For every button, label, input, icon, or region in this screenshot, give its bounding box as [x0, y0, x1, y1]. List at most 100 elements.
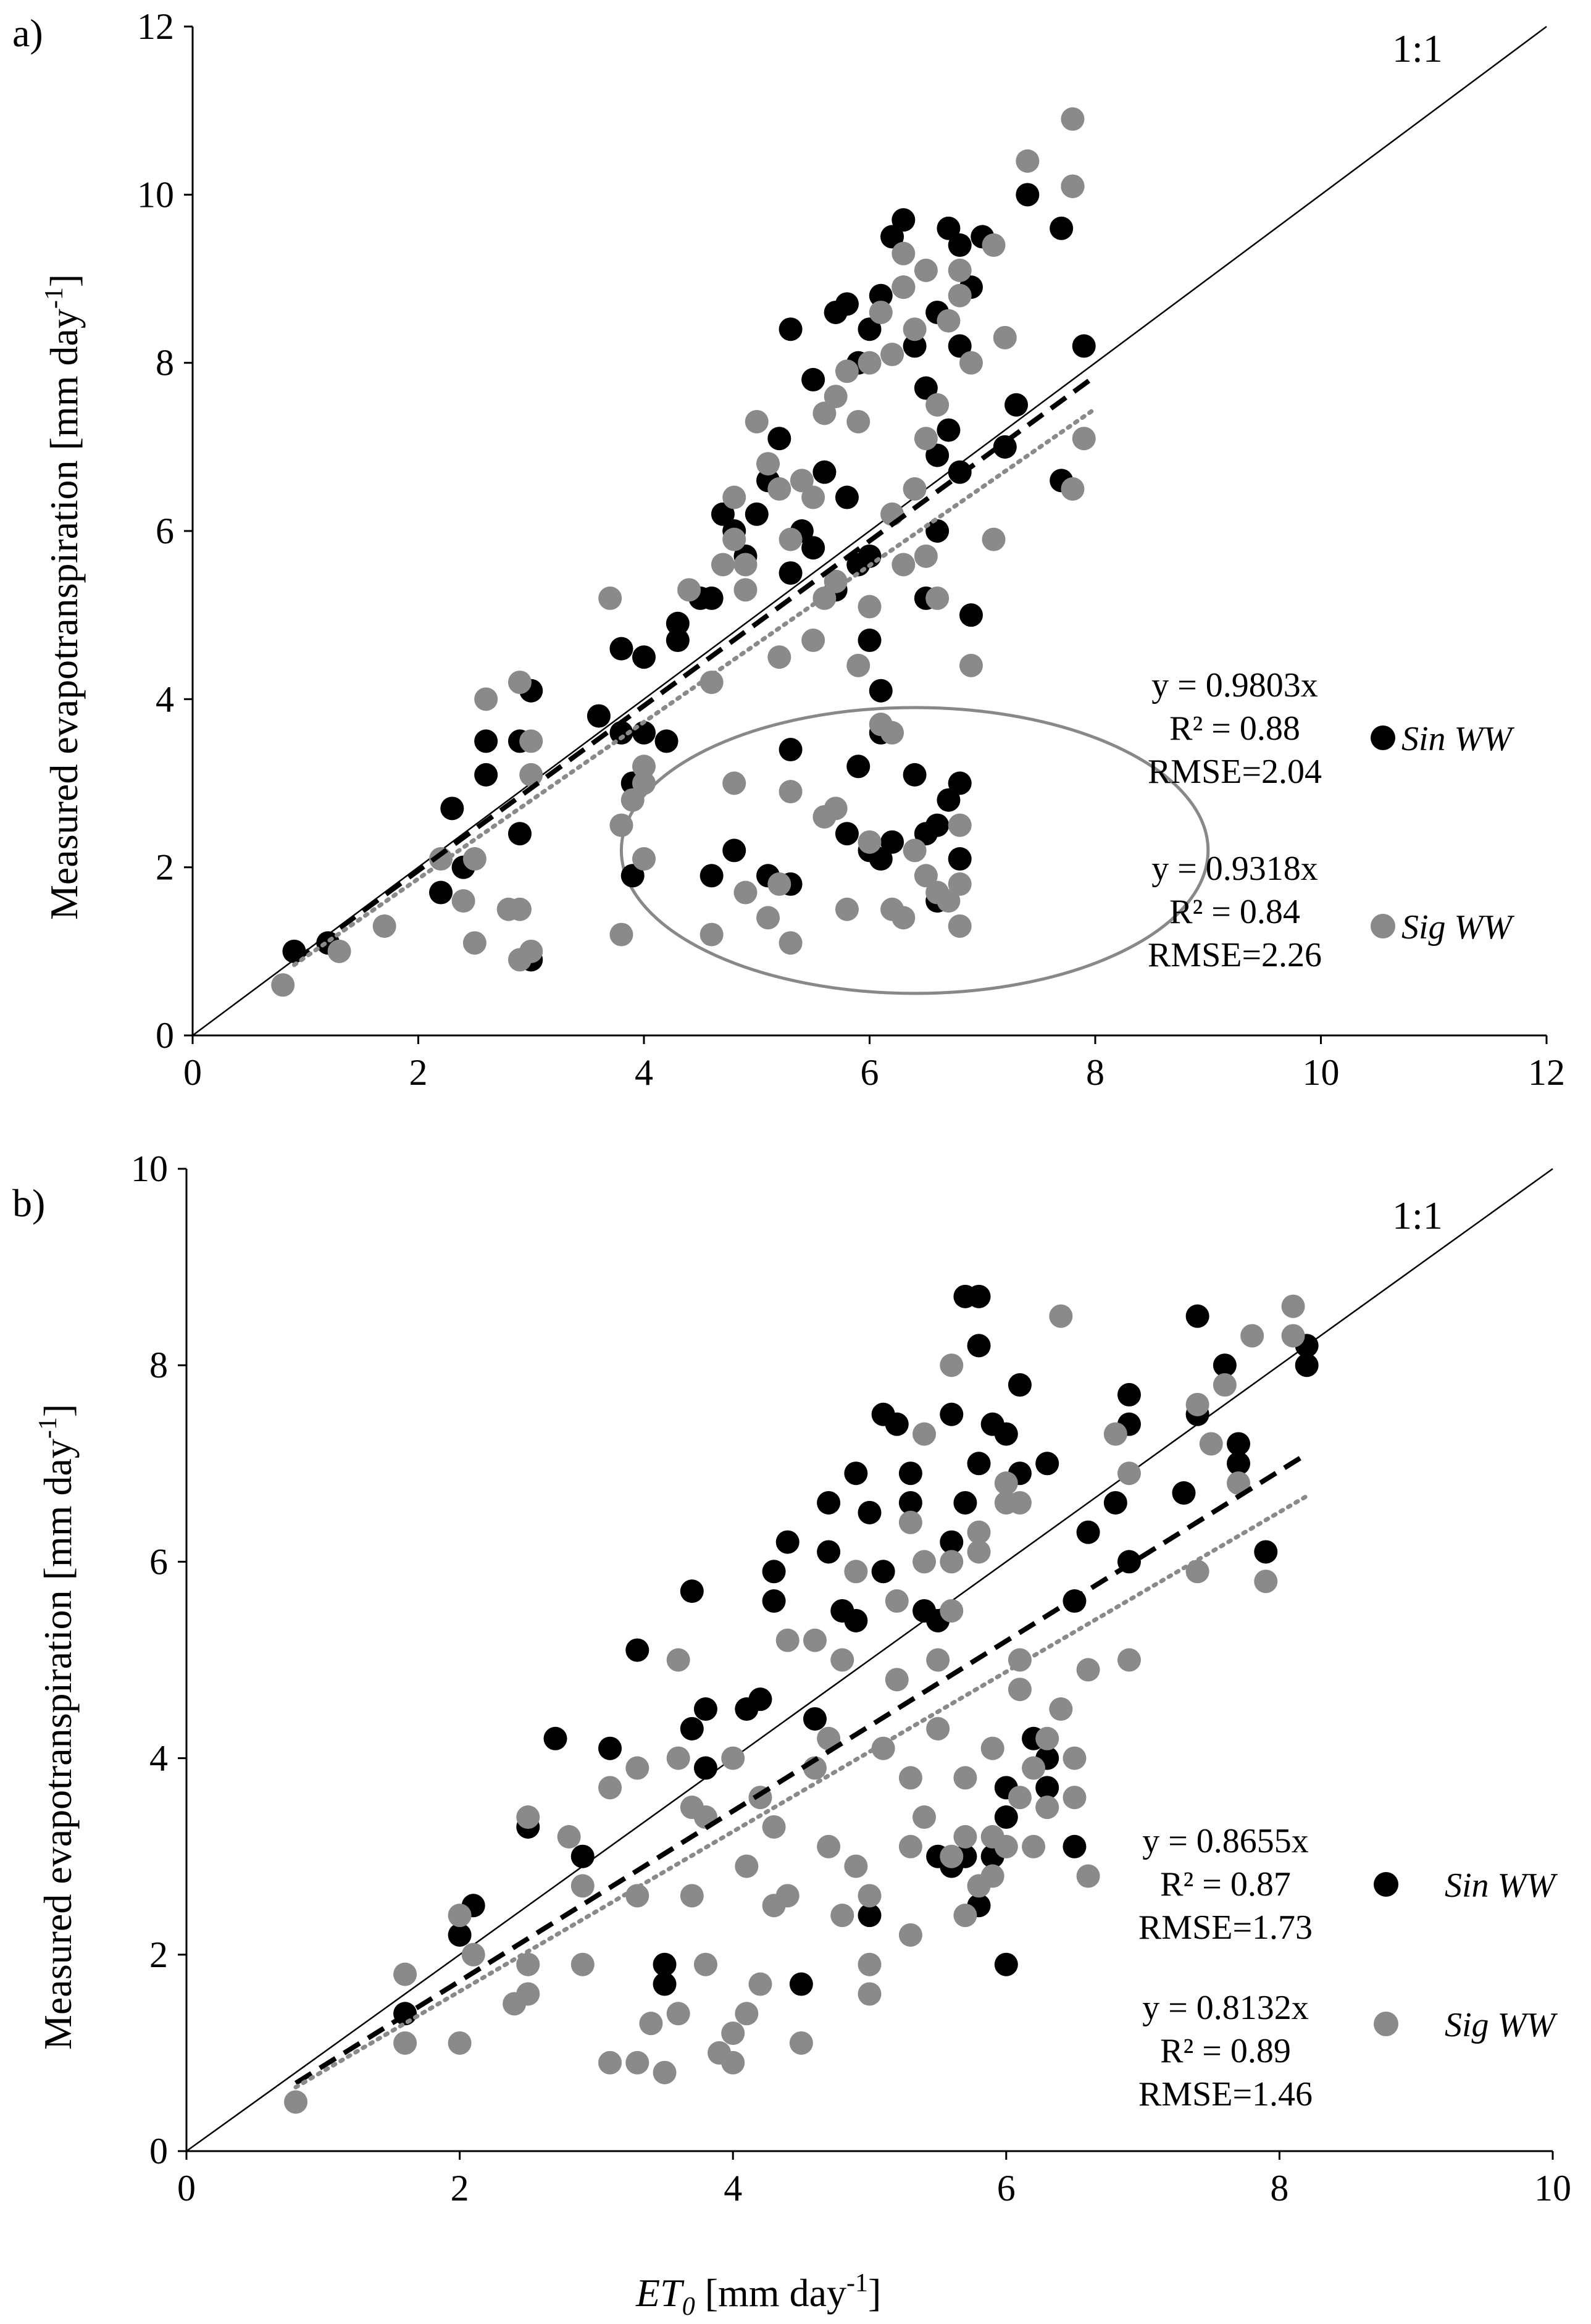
panel-b-point-sin-ww — [803, 1707, 827, 1731]
panel-b-point-sin-ww — [1295, 1353, 1319, 1377]
panel-a-point-sin-ww — [903, 334, 927, 358]
panel-b-point-sin-ww — [653, 1952, 677, 1976]
panel-b-one-to-one-label: 1:1 — [1392, 1193, 1443, 1237]
panel-a-point-sig-ww — [271, 973, 295, 997]
panel-b-point-sig-ww — [844, 1854, 868, 1878]
panel-b-point-sin-ww — [940, 1402, 964, 1426]
panel-b-point-sig-ww — [775, 1628, 800, 1652]
panel-a-point-sig-ww — [948, 813, 972, 837]
panel-a-point-sin-ww — [892, 208, 916, 232]
panel-b-point-sig-ww — [693, 1952, 717, 1976]
panel-b-x-tick-label: 10 — [1534, 2168, 1571, 2209]
panel-b-point-sig-ww — [1240, 1324, 1264, 1348]
panel-a-point-sig-ww — [914, 427, 938, 451]
panel-b-point-sin-ww — [789, 1972, 813, 1996]
panel-b-fit-line-sig-ww — [293, 1494, 1309, 2089]
panel-b-point-sig-ww — [666, 2002, 690, 2026]
panel-b-point-sig-ww — [803, 1628, 827, 1652]
panel-a-point-sig-ww — [779, 527, 803, 551]
panel-a-one-to-one-label: 1:1 — [1392, 27, 1443, 70]
panel-a-point-sin-ww — [914, 376, 938, 400]
panel-a-point-sin-ww — [609, 637, 633, 661]
panel-b-x-tick-label: 8 — [1270, 2168, 1288, 2209]
panel-a-point-sin-ww — [812, 460, 837, 484]
panel-a-sig-rmse: RMSE=2.26 — [1148, 936, 1322, 974]
panel-b-point-sin-ww — [994, 1952, 1018, 1976]
panel-a-sin-equation: y = 0.9803x — [1151, 666, 1318, 704]
panel-a-point-sig-ww — [733, 880, 758, 905]
panel-b-point-sin-ww — [625, 1638, 649, 1662]
panel-a-highlight-ellipse — [619, 706, 1210, 995]
panel-b-point-sig-ww — [817, 1726, 841, 1750]
panel-b-point-sig-ww — [1063, 1786, 1087, 1810]
panel-a-label: a) — [12, 11, 43, 55]
panel-b-point-sig-ww — [967, 1520, 991, 1544]
panel-a-point-sin-ww — [937, 216, 961, 240]
panel-b-point-sin-ww — [844, 1461, 868, 1486]
panel-b-point-sig-ww — [393, 1962, 417, 1986]
panel-a-point-sig-ww — [835, 359, 859, 383]
panel-a-point-sin-ww — [767, 427, 791, 451]
panel-a-y-tick-label: 6 — [156, 511, 174, 551]
panel-b-point-sig-ww — [461, 1942, 485, 1967]
panel-b-point-sig-ww — [557, 1825, 581, 1849]
panel-a-x-tick-label: 6 — [861, 1052, 879, 1093]
panel-a-point-sin-ww — [858, 317, 882, 341]
panel-b-point-sig-ww — [789, 2031, 813, 2055]
panel-a-point-sig-ww — [982, 527, 1006, 551]
panel-b-point-sin-ww — [898, 1461, 922, 1486]
panel-a-y-tick-label: 4 — [156, 679, 174, 719]
panel-b-point-sig-ww — [1008, 1786, 1032, 1810]
panel-a-point-sig-ww — [1061, 477, 1085, 501]
panel-b-point-sig-ww — [625, 1756, 649, 1780]
panel-a: a) 1:1 0 2 4 6 8 10 12 0 2 4 6 8 10 12 Measured evapo… — [12, 6, 1565, 1093]
panel-b-point-sin-ww — [967, 1334, 991, 1358]
panel-a-point-sig-ww — [779, 780, 803, 804]
panel-a-x-tick-label: 10 — [1303, 1052, 1340, 1093]
panel-b-y-tick-label: 10 — [131, 1148, 168, 1189]
panel-b-point-sin-ww — [693, 1697, 717, 1721]
panel-b-point-sig-ww — [967, 1540, 991, 1564]
panel-a-point-sig-ww — [632, 754, 656, 779]
panel-b-point-sig-ww — [775, 1884, 800, 1908]
panel-a-point-sin-ww — [620, 864, 645, 888]
panel-a-point-sig-ww — [858, 830, 882, 854]
panel-b-point-sig-ww — [1281, 1294, 1305, 1318]
panel-b-point-sig-ww — [516, 1952, 540, 1976]
panel-a-point-sin-ww — [722, 838, 746, 863]
panel-a-point-sig-ww — [451, 889, 475, 913]
panel-b-point-sig-ww — [940, 1353, 964, 1377]
panel-a-point-sig-ww — [1061, 174, 1085, 198]
panel-b-point-sig-ww — [912, 1422, 937, 1446]
panel-b-point-sin-ww — [1254, 1540, 1278, 1564]
panel-a-point-sig-ww — [824, 796, 848, 821]
panel-b-point-sig-ww — [639, 2012, 663, 2036]
panel-a-point-sin-ww — [632, 645, 656, 669]
panel-a-point-sig-ww — [824, 385, 848, 409]
panel-a-point-sin-ww — [925, 813, 950, 837]
panel-b-point-sin-ww — [885, 1412, 909, 1436]
panel-b-point-sin-ww — [1035, 1452, 1059, 1476]
panel-b-x-tick-label: 4 — [724, 2168, 742, 2209]
panel-a-legend-sig-label: Sig WW — [1401, 908, 1514, 947]
panel-b-point-sin-ww — [1227, 1432, 1251, 1456]
panel-b-point-sig-ww — [1254, 1570, 1278, 1594]
panel-b-point-sin-ww — [994, 1805, 1018, 1829]
panel-a-point-sig-ww — [1061, 107, 1085, 131]
panel-a-point-sin-ww — [779, 561, 803, 585]
panel-a-point-sig-ww — [519, 939, 543, 963]
panel-a-point-sig-ww — [892, 241, 916, 265]
panel-b-point-sig-ww — [1022, 1834, 1046, 1858]
panel-a-point-sin-ww — [666, 629, 690, 653]
panel-a-point-sig-ww — [699, 671, 724, 695]
panel-b-point-sig-ww — [912, 1550, 937, 1574]
panel-b-x-tick-label: 6 — [997, 2168, 1016, 2209]
panel-b-point-sig-ww — [721, 2021, 745, 2046]
panel-b-point-sig-ww — [1117, 1461, 1141, 1486]
panel-a-point-sin-ww — [858, 629, 882, 653]
panel-b-one-to-one-line — [186, 1168, 1553, 2152]
panel-a-point-sin-ww — [948, 771, 972, 795]
panel-a-point-sig-ww — [733, 553, 758, 577]
panel-b-point-sig-ww — [1103, 1422, 1127, 1446]
panel-b-point-sig-ww — [666, 1648, 690, 1672]
